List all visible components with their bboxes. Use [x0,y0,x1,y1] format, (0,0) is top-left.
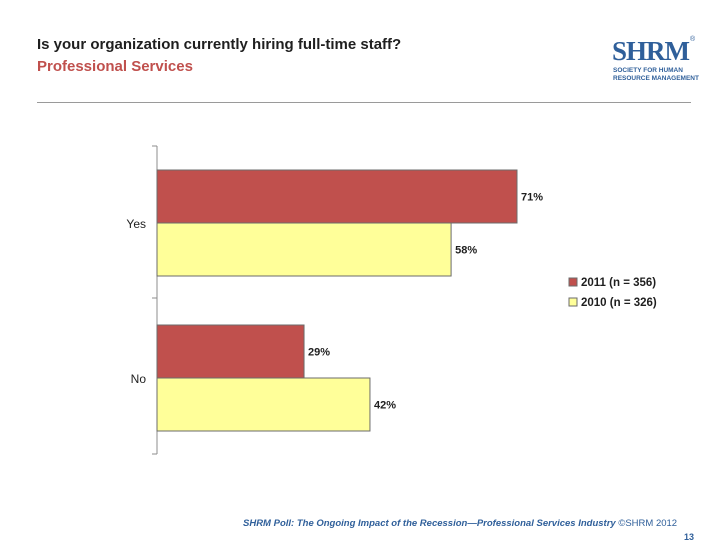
data-label: 42% [374,400,396,412]
logo-registered-mark: ® [690,36,696,43]
footer-caption: SHRM Poll: The Ongoing Impact of the Rec… [243,518,677,529]
data-label: 58% [455,245,477,257]
legend-swatch-2010 [568,297,578,307]
bar-yes-2011 [156,169,518,224]
legend-label-2011: 2011 (n = 356) [581,277,656,289]
footer-copyright: ©SHRM 2012 [618,518,678,529]
shrm-logo: SHRM ® SOCIETY FOR HUMAN RESOURCE MANAGE… [612,36,699,88]
data-label: 71% [521,192,543,204]
logo-tagline: SOCIETY FOR HUMAN RESOURCE MANAGEMENT [613,67,699,83]
bar-no-2011 [156,324,305,379]
data-label: 29% [308,347,330,359]
logo-wordmark: SHRM [612,36,690,66]
page-number: 13 [684,532,695,542]
chart-title: Is your organization currently hiring fu… [37,36,402,53]
logo-tagline-line2: RESOURCE MANAGEMENT [613,75,699,82]
chart-subtitle: Professional Services [37,58,193,75]
header-divider [37,102,691,103]
footer-text: SHRM Poll: The Ongoing Impact of the Rec… [243,518,616,529]
logo-tagline-line1: SOCIETY FOR HUMAN [613,67,683,74]
category-label-yes: Yes [126,217,146,231]
bar-yes-2010 [156,222,452,277]
legend-label-2010: 2010 (n = 326) [581,297,657,309]
category-label-no: No [131,372,147,386]
bar-no-2010 [156,377,371,432]
legend-swatch-2011 [568,277,578,287]
